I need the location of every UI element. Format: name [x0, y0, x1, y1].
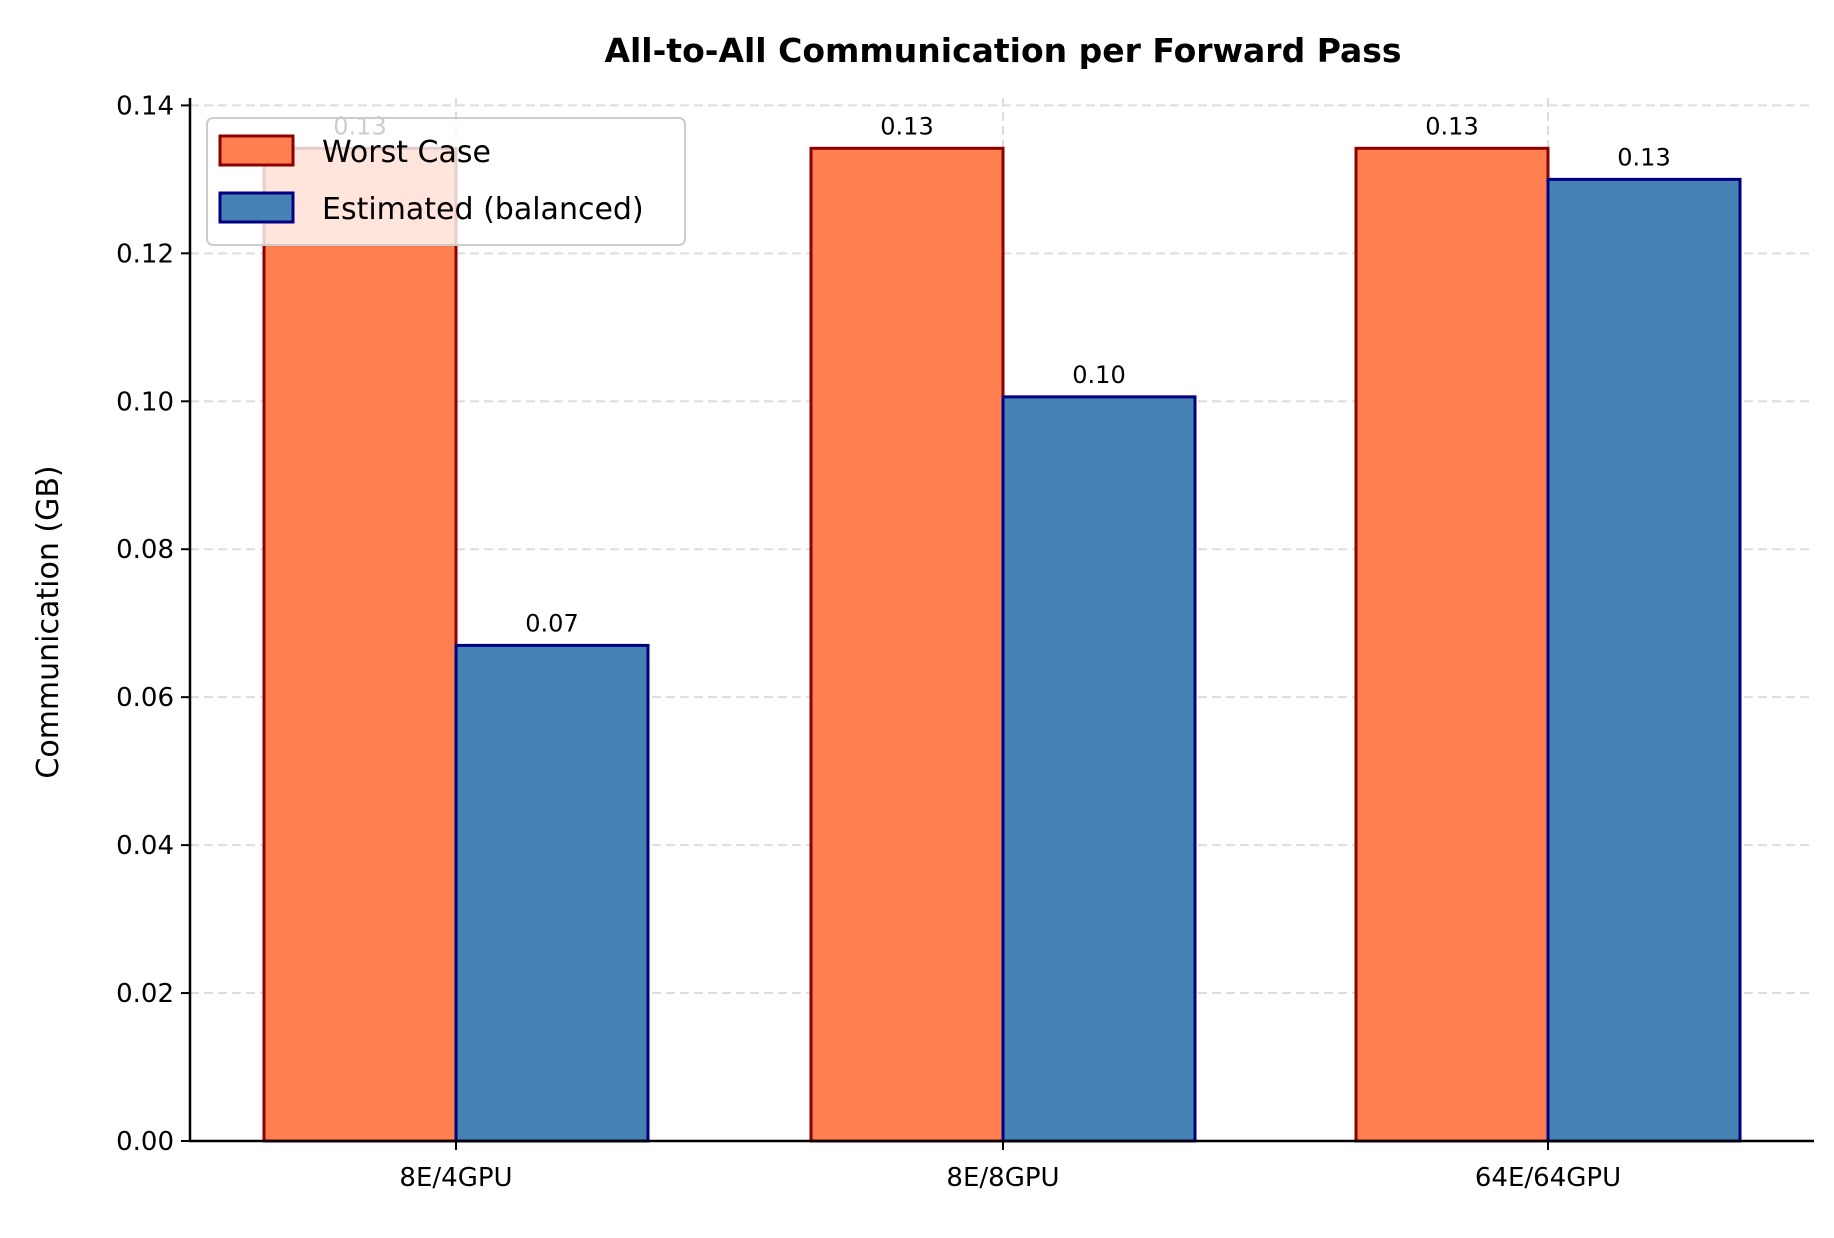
legend-label-estimated: Estimated (balanced): [322, 192, 644, 227]
bars: [262, 146, 1742, 1143]
y-axis-label: Communication (GB): [31, 465, 66, 778]
x-tick-label: 8E/4GPU: [399, 1163, 512, 1193]
bar-worst-case: [1354, 146, 1550, 1143]
data-label: 0.10: [1072, 361, 1125, 389]
data-label: 0.13: [1617, 143, 1670, 171]
y-tick-label: 0.02: [116, 979, 174, 1009]
x-tick-label: 8E/8GPU: [946, 1163, 1059, 1193]
y-tick-label: 0.14: [116, 91, 174, 121]
legend-label-worst-case: Worst Case: [322, 135, 491, 170]
bar-worst-case: [809, 146, 1005, 1143]
y-tick-label: 0.12: [116, 239, 174, 269]
legend: Worst Case Estimated (balanced): [206, 117, 686, 246]
y-tick-label: 0.08: [116, 535, 174, 565]
x-tick-label: 64E/64GPU: [1475, 1163, 1621, 1193]
bar-estimated: [1546, 177, 1742, 1143]
y-tick-label: 0.00: [116, 1127, 174, 1157]
legend-swatch-estimated: [218, 191, 295, 224]
bar-estimated: [1001, 395, 1197, 1143]
y-tick-label: 0.06: [116, 683, 174, 713]
bar-worst-case: [262, 146, 458, 1143]
axes: 0.00 0.02 0.04 0.06 0.08 0.10 0.12 0.14 8E/4GPU 8…: [116, 91, 1814, 1193]
data-label: 0.13: [1425, 112, 1478, 140]
legend-frame: [206, 117, 686, 246]
data-label: 0.07: [525, 609, 578, 637]
data-label: 0.13: [880, 112, 933, 140]
legend-swatch-worst-case: [218, 134, 295, 167]
chart-title: All-to-All Communication per Forward Pas…: [604, 31, 1401, 70]
bar-estimated: [454, 643, 650, 1143]
y-tick-label: 0.04: [116, 831, 174, 861]
y-tick-label: 0.10: [116, 387, 174, 417]
